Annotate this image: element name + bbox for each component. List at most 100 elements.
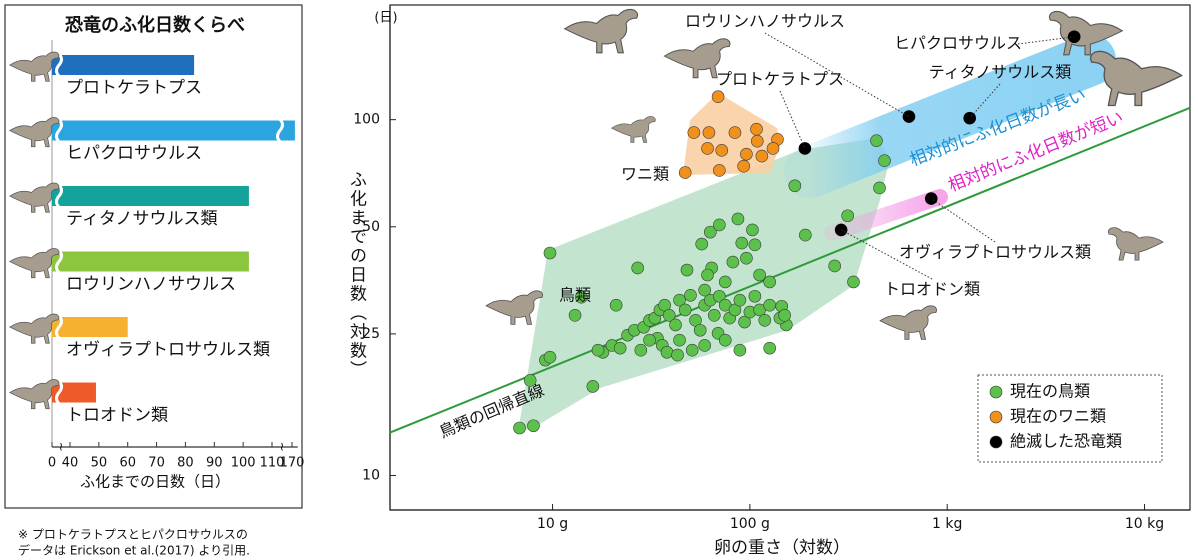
point — [767, 142, 779, 154]
x-tick-label: 10 g — [537, 516, 568, 532]
x-tick-label: 90 — [206, 456, 223, 471]
x-tick-label: 70 — [148, 456, 165, 471]
point — [703, 127, 715, 139]
legend-marker — [990, 386, 1002, 398]
bar — [52, 252, 249, 272]
category-label: オヴィラプトロサウルス類 — [66, 340, 270, 360]
point — [874, 182, 886, 194]
point — [754, 269, 766, 281]
legend-label: 絶滅した恐竜類 — [1010, 432, 1122, 451]
point-label: ロウリンハノサウルス — [685, 12, 845, 31]
point — [764, 342, 776, 354]
point — [719, 334, 731, 346]
point — [679, 167, 691, 179]
point — [764, 276, 776, 288]
x-axis-label: 卵の重さ（対数） — [714, 538, 850, 558]
point — [789, 180, 801, 192]
bar — [52, 317, 128, 337]
point — [749, 290, 761, 302]
legend-marker — [990, 411, 1002, 423]
point — [878, 155, 890, 167]
group-label: 鳥類 — [559, 286, 591, 305]
point — [681, 264, 693, 276]
point — [702, 142, 714, 154]
point — [699, 284, 711, 296]
point — [712, 91, 724, 103]
point — [587, 380, 599, 392]
group-label: ワニ類 — [621, 165, 669, 184]
y-axis-label: ふ化までの日数（対数） — [346, 171, 367, 380]
bar-chart: 恐竜のふ化日数くらべ0405060708090100110170≀≀ふ化までの日… — [10, 14, 305, 491]
point — [686, 344, 698, 356]
point — [740, 148, 752, 160]
point — [736, 237, 748, 249]
point — [661, 346, 673, 358]
point — [870, 135, 882, 147]
x-tick-label: 50 — [91, 456, 108, 471]
x-tick-label: 100 — [231, 456, 256, 471]
point — [708, 309, 720, 321]
point — [684, 289, 696, 301]
legend-marker — [990, 436, 1002, 448]
point — [635, 344, 647, 356]
dinosaur-icon — [1091, 51, 1182, 105]
point — [674, 334, 686, 346]
legend-label: 現在の鳥類 — [1010, 382, 1090, 401]
point — [694, 324, 706, 336]
category-label: ヒパクロサウルス — [66, 144, 202, 164]
point — [614, 342, 626, 354]
point — [610, 299, 622, 311]
x-tick-label: 0 — [48, 456, 56, 471]
x-tick-label: 170 — [280, 456, 305, 471]
x-tick-label: 40 — [62, 456, 79, 471]
point — [729, 127, 741, 139]
x-tick-label: 1 kg — [932, 516, 962, 532]
chart-title: 恐竜のふ化日数くらべ — [65, 14, 245, 36]
dinosaur-icon — [880, 306, 936, 340]
category-label: ロウリンハノサウルス — [66, 275, 236, 295]
point — [632, 262, 644, 274]
point — [699, 339, 711, 351]
point — [738, 160, 750, 172]
point — [759, 314, 771, 326]
point-label: ヒパクロサウルス — [894, 34, 1022, 53]
category-label: プロトケラトプス — [66, 78, 202, 98]
x-axis-label: ふ化までの日数（日） — [80, 473, 230, 491]
point — [740, 252, 752, 264]
bar — [52, 55, 194, 75]
point — [734, 294, 746, 306]
point — [527, 420, 539, 432]
point — [716, 144, 728, 156]
dinosaur-icon — [612, 116, 656, 142]
point — [842, 210, 854, 222]
bar — [52, 121, 295, 141]
y-tick-label: 100 — [353, 112, 380, 128]
dinosaur-icon — [565, 9, 638, 52]
point — [679, 304, 691, 316]
dinosaur-icon — [486, 291, 542, 325]
point — [713, 164, 725, 176]
point — [592, 344, 604, 356]
footnote: データは Erickson et al.(2017) より引用. — [18, 543, 250, 558]
point — [544, 351, 556, 363]
category-label: ティタノサウルス類 — [66, 209, 217, 229]
point — [847, 276, 859, 288]
point — [749, 239, 761, 251]
footnote: ※ プロトケラトプスとヒパクロサウルスの — [18, 528, 248, 542]
dinosaur-icon — [1108, 228, 1163, 261]
point — [750, 123, 762, 135]
point — [514, 422, 526, 434]
axis-break: ≀ — [280, 440, 285, 454]
point — [764, 299, 776, 311]
figure: 恐竜のふ化日数くらべ0405060708090100110170≀≀ふ化までの日… — [0, 0, 1198, 560]
point — [756, 150, 768, 162]
bar — [52, 186, 249, 206]
point — [524, 374, 536, 386]
point — [727, 256, 739, 268]
x-tick-label: 80 — [177, 456, 194, 471]
point — [799, 229, 811, 241]
point — [751, 135, 763, 147]
point — [696, 238, 708, 250]
point — [779, 309, 791, 321]
